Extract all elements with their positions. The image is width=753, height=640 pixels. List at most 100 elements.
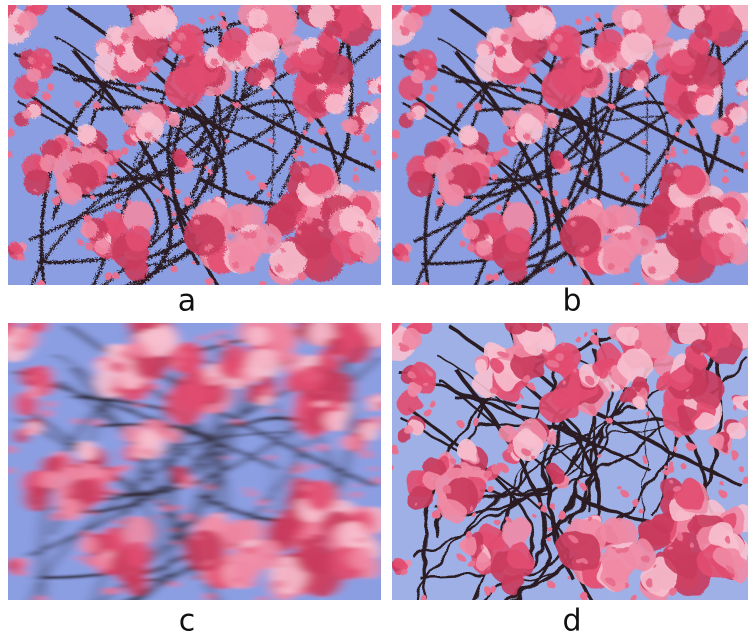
petal <box>466 558 474 566</box>
petal <box>232 577 239 584</box>
blossom <box>28 0 43 4</box>
petal <box>631 281 639 289</box>
petal <box>74 418 81 425</box>
petal <box>297 149 304 156</box>
petal <box>494 203 500 209</box>
petal <box>725 221 731 227</box>
petal <box>689 227 694 232</box>
blossom <box>493 362 505 374</box>
petal <box>68 141 74 147</box>
petal <box>271 91 276 96</box>
petal <box>612 57 616 61</box>
petal <box>258 281 266 289</box>
petal <box>458 239 464 245</box>
petal <box>484 154 493 163</box>
petal <box>668 272 677 281</box>
petal <box>371 466 376 471</box>
petal <box>16 26 25 35</box>
blossom <box>22 110 31 119</box>
blossom <box>122 109 139 126</box>
petal <box>250 266 255 271</box>
blossom <box>60 499 82 521</box>
petal <box>618 66 622 70</box>
blossom <box>592 357 611 376</box>
petal <box>536 500 540 504</box>
petal <box>499 32 507 40</box>
photo-content <box>361 299 753 627</box>
petal <box>250 581 255 586</box>
petal <box>275 580 283 588</box>
petal <box>560 341 563 344</box>
petal <box>631 596 639 604</box>
petal <box>156 515 160 519</box>
petal <box>616 232 623 239</box>
photo-content <box>361 0 753 312</box>
petal <box>85 558 93 566</box>
petal <box>42 409 51 418</box>
blossom <box>325 38 340 53</box>
petal <box>588 88 595 95</box>
blossom <box>140 429 156 445</box>
petal <box>547 265 554 272</box>
blossom <box>77 440 97 460</box>
blossom <box>707 206 734 233</box>
petal <box>739 150 744 155</box>
petal <box>688 74 691 77</box>
petal <box>5 467 12 474</box>
petal <box>470 195 475 200</box>
petal <box>580 278 588 286</box>
petal <box>362 450 371 459</box>
petal <box>618 171 622 175</box>
petal <box>297 545 302 550</box>
petal <box>298 479 301 482</box>
petal <box>281 564 285 568</box>
petal <box>550 540 555 545</box>
blossom <box>10 557 21 568</box>
petal <box>332 36 336 40</box>
petal <box>292 470 297 475</box>
panel-label: d <box>562 604 581 637</box>
blossom <box>422 154 440 172</box>
petal <box>494 519 500 525</box>
petal <box>536 184 540 188</box>
blossom <box>411 0 426 4</box>
blossom <box>60 183 82 205</box>
petal <box>672 484 680 492</box>
petal <box>306 217 313 224</box>
petal <box>687 443 696 452</box>
petal <box>484 587 492 595</box>
petal <box>639 193 644 198</box>
petal <box>389 467 396 474</box>
petal <box>267 237 275 245</box>
petal <box>115 519 121 525</box>
petal <box>613 232 616 235</box>
blossom <box>632 395 643 406</box>
petal <box>298 145 303 150</box>
petal <box>528 383 535 390</box>
blossom <box>114 362 126 374</box>
blossom <box>344 119 359 134</box>
petal <box>128 127 136 135</box>
petal <box>177 33 185 41</box>
petal <box>249 490 256 497</box>
petal <box>199 52 202 55</box>
petal <box>483 233 487 237</box>
blossom <box>475 43 488 56</box>
petal <box>311 147 317 153</box>
blossom <box>81 536 98 553</box>
petal <box>318 126 327 135</box>
petal <box>399 344 408 353</box>
petal <box>199 335 205 341</box>
petal <box>455 418 462 425</box>
petal <box>112 272 119 279</box>
blossom <box>411 308 426 323</box>
petal <box>238 374 242 378</box>
petal <box>569 219 575 225</box>
petal <box>334 321 340 327</box>
petal <box>104 549 108 553</box>
petal <box>128 443 136 451</box>
petal <box>367 91 371 95</box>
petal <box>168 352 172 356</box>
blossom <box>246 31 279 64</box>
petal <box>192 576 195 579</box>
